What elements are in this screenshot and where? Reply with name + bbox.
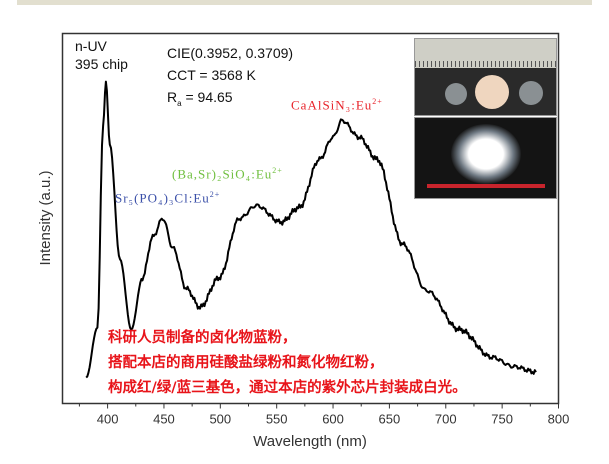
blue-phosphor-formula: Sr₅(PO₄)₃Cl:Eu <box>115 190 210 206</box>
cie-label: CIE(0.3952, 0.3709) <box>167 45 294 61</box>
red-phosphor-formula: CaAlSiN₃:Eu <box>291 97 373 113</box>
green-phosphor-charge: 2+ <box>272 166 283 175</box>
red-phosphor-charge: 2+ <box>372 97 383 106</box>
ra-value: = 94.65 <box>181 89 233 105</box>
x-tick-label: 400 <box>97 412 119 427</box>
y-axis-label: Intensity (a.u.) <box>37 170 54 265</box>
x-tick-label: 600 <box>322 412 344 427</box>
x-tick-label: 550 <box>266 412 288 427</box>
led-photo-on <box>414 117 557 199</box>
plot-frame <box>61 32 560 405</box>
led-photo-off <box>414 38 557 116</box>
x-tick-label: 750 <box>491 412 513 427</box>
blue-phosphor-charge: 2+ <box>209 190 221 199</box>
chip-label-line1: n-UV <box>75 38 107 54</box>
x-tick-label: 650 <box>379 412 401 427</box>
cct-label: CCT = 3568 K <box>167 67 256 83</box>
ra-label: Ra = 94.65 <box>167 88 233 113</box>
x-tick-label: 700 <box>435 412 457 427</box>
x-tick-label: 450 <box>153 412 175 427</box>
x-axis-label: Wavelength (nm) <box>253 433 367 450</box>
top-decoration-bar <box>17 0 592 5</box>
green-phosphor-formula: (Ba,Sr)₂SiO₄:Eu <box>172 166 273 182</box>
note-line-1: 科研人员制备的卤化物蓝粉， <box>108 330 297 346</box>
chip-label-line2: 395 chip <box>75 56 128 72</box>
red-phosphor-label: CaAlSiN₃:Eu2+ <box>291 97 383 113</box>
spectrum-line <box>85 80 537 379</box>
ra-subscript: a <box>177 98 182 108</box>
blue-phosphor-label: Sr₅(PO₄)₃Cl:Eu2+ <box>115 190 220 206</box>
ra-symbol: R <box>167 89 178 105</box>
x-tick-label: 800 <box>548 412 570 427</box>
note-line-2: 搭配本店的商用硅酸盐绿粉和氮化物红粉， <box>108 355 384 371</box>
note-line-3: 构成红/绿/蓝三基色，通过本店的紫外芯片封装成白光。 <box>108 380 467 396</box>
x-tick-label: 500 <box>209 412 231 427</box>
green-phosphor-label: (Ba,Sr)₂SiO₄:Eu2+ <box>172 166 283 182</box>
